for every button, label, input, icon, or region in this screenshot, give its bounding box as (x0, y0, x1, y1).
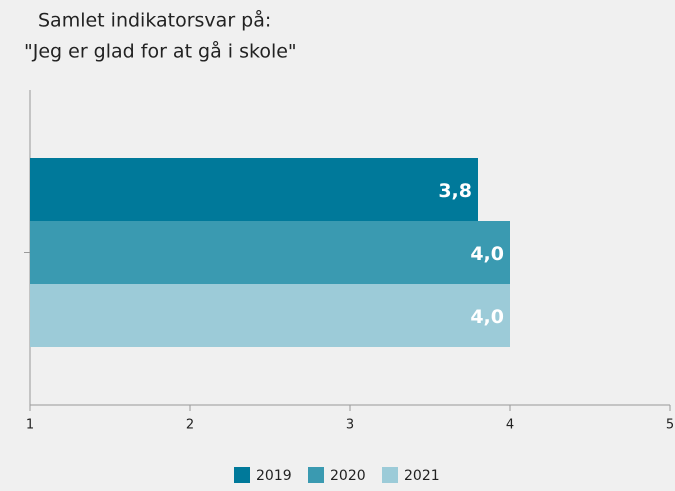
bar (30, 284, 510, 347)
bar (30, 158, 478, 221)
legend-label: 2019 (256, 468, 292, 484)
value-label: 3,8 (438, 180, 472, 202)
legend-swatch (308, 467, 324, 483)
legend-swatch (382, 467, 398, 483)
x-tick-label: 1 (26, 418, 34, 433)
legend-swatch (234, 467, 250, 483)
legend-label: 2020 (330, 468, 366, 484)
chart-title: "Jeg er glad for at gå i skole" (24, 40, 297, 63)
value-label: 4,0 (470, 243, 504, 265)
x-tick-label: 2 (186, 418, 194, 433)
x-tick-label: 3 (346, 418, 354, 433)
legend-label: 2021 (404, 468, 440, 484)
bar (30, 221, 510, 284)
x-tick-label: 4 (506, 418, 514, 433)
value-label: 4,0 (470, 306, 504, 328)
chart-title: Samlet indikatorsvar på: (38, 9, 271, 32)
x-tick-label: 5 (666, 418, 674, 433)
